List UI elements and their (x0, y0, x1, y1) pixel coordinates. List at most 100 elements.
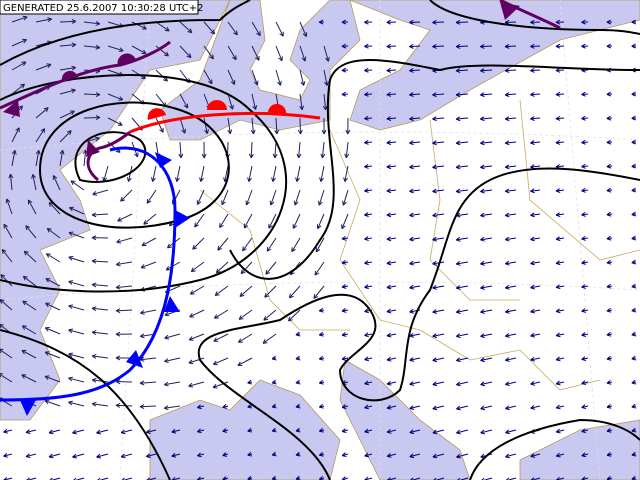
wind-arrow (581, 452, 589, 458)
wind-arrow (68, 231, 85, 239)
isobar (429, 0, 640, 35)
wind-arrow (35, 149, 41, 167)
wind-arrow (409, 284, 421, 290)
wind-arrow (555, 236, 565, 242)
wind-arrow (318, 331, 325, 337)
wind-arrow (139, 380, 157, 386)
timestamp: GENERATED 25.6.2007 10:30:28 UTC+2 (3, 3, 204, 14)
wind-arrow (364, 428, 373, 434)
wind-arrow (364, 115, 373, 121)
wind-arrow (175, 165, 181, 182)
wind-arrow (364, 91, 373, 97)
wind-arrow (240, 261, 253, 275)
wind-arrow (480, 405, 493, 411)
wind-arrow (171, 428, 181, 434)
wind-arrow (364, 67, 373, 73)
wind-arrow (214, 285, 229, 296)
occluded-front (0, 40, 171, 110)
wind-arrow (179, 21, 193, 34)
wind-arrow (530, 477, 541, 480)
wind-arrow (145, 429, 157, 434)
wind-arrow (631, 19, 637, 25)
wind-arrow (26, 477, 37, 480)
wind-arrow (179, 45, 192, 59)
isobar (38, 101, 230, 229)
wind-arrow (155, 117, 164, 133)
wind-arrow (72, 453, 85, 459)
wind-arrow (505, 429, 517, 435)
wind-arrow (631, 43, 637, 49)
wind-arrow (96, 429, 109, 435)
border (519, 99, 640, 261)
wind-arrow (581, 332, 589, 337)
wind-arrow (432, 140, 445, 146)
wind-arrow (344, 141, 350, 159)
wind-arrow (480, 429, 493, 435)
wind-arrow (263, 309, 277, 321)
wind-arrow (606, 283, 613, 289)
wind-arrow (480, 212, 493, 218)
wind-arrow (215, 261, 229, 274)
wind-arrow (274, 117, 280, 135)
wind-arrow (318, 379, 325, 385)
wind-arrow (45, 278, 61, 287)
wind-arrow (410, 477, 421, 480)
wind-arrow (480, 140, 493, 146)
wind-arrow (409, 260, 421, 266)
wind-arrow (432, 453, 445, 459)
border (419, 329, 601, 391)
wind-arrow (237, 357, 253, 366)
wind-arrow (11, 83, 26, 95)
wind-arrow (504, 236, 517, 242)
wind-arrow (59, 130, 72, 143)
wind-arrow (555, 452, 565, 458)
front-symbol (147, 108, 166, 120)
wind-arrow (364, 19, 373, 25)
wind-arrow (92, 189, 109, 196)
wind-arrow (227, 21, 238, 36)
wind-arrow (386, 477, 397, 480)
wind-arrow (271, 379, 277, 385)
wind-arrow (45, 302, 61, 311)
wind-arrow (11, 127, 20, 143)
wind-arrow (432, 333, 445, 338)
wind-arrow (247, 451, 253, 457)
wind-arrow (456, 429, 469, 435)
isobar (74, 131, 147, 183)
wind-arrow (271, 165, 277, 182)
wind-arrow (530, 43, 541, 49)
wind-arrow (530, 405, 541, 410)
wind-arrow (314, 261, 325, 276)
wind-arrow (23, 250, 37, 263)
wind-arrow (68, 352, 85, 359)
wind-arrow (409, 429, 421, 435)
wind-arrow (295, 165, 301, 182)
wind-arrow (341, 235, 349, 241)
wind-arrow (107, 45, 124, 53)
wind-arrow (242, 237, 253, 252)
wind-arrow (321, 117, 327, 135)
isobar (469, 418, 640, 480)
wind-arrow (237, 333, 253, 343)
wind-arrow (201, 141, 207, 159)
wind-arrow (455, 285, 469, 290)
wind-arrow (480, 92, 493, 98)
wind-arrow (189, 285, 205, 295)
graticule-line (0, 281, 640, 301)
wind-arrow (364, 188, 373, 193)
wind-arrow (115, 403, 133, 408)
wind-arrow (3, 223, 13, 239)
wind-arrow (530, 332, 541, 338)
adriatic-ionian (339, 359, 471, 480)
wind-arrow (341, 332, 349, 337)
wind-arrow (505, 357, 517, 362)
wind-arrow (179, 117, 187, 134)
wind-arrow (606, 259, 613, 265)
wind-arrow (581, 356, 589, 361)
wind-arrow (91, 306, 109, 312)
wind-arrow (217, 237, 229, 251)
wind-arrow (0, 298, 13, 311)
wind-arrow (251, 93, 258, 110)
wind-arrow (131, 45, 147, 55)
